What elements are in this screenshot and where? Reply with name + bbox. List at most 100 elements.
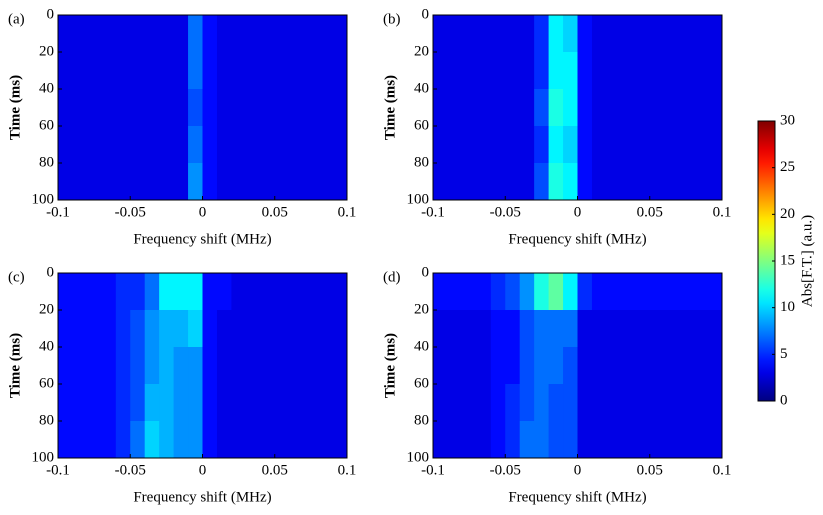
heatmap-cell	[635, 273, 651, 311]
heatmap-cell	[548, 89, 564, 127]
heatmap-cell	[332, 163, 348, 201]
x-tick-label: -0.1	[46, 462, 70, 478]
heatmap-cell	[649, 310, 665, 348]
heatmap-cell	[202, 347, 218, 385]
heatmap-cell	[635, 347, 651, 385]
x-tick-label: 0	[199, 204, 207, 220]
heatmap-cell	[707, 421, 723, 459]
y-tick-label: 0	[47, 6, 55, 22]
heatmap-cell	[577, 163, 593, 201]
heatmap-cell	[707, 273, 723, 311]
heatmap-cell	[635, 310, 651, 348]
heatmap-cell	[274, 126, 290, 164]
heatmap-cell	[693, 89, 709, 127]
heatmap-cell	[693, 310, 709, 348]
heatmap-cell	[476, 15, 492, 53]
heatmap-cell	[490, 163, 506, 201]
heatmap-cell	[664, 52, 680, 90]
heatmap-cell	[86, 347, 102, 385]
heatmap-cell	[519, 384, 535, 422]
heatmap-cell	[130, 347, 146, 385]
heatmap-cell	[548, 163, 564, 201]
heatmap-cell	[664, 273, 680, 311]
heatmap-cell	[216, 310, 232, 348]
heatmap-cell	[245, 163, 261, 201]
heatmap-cell	[664, 347, 680, 385]
heatmap-cell	[563, 273, 578, 311]
x-tick-label: 0.1	[713, 204, 732, 220]
colorbar-label: Abs[F.T.] (a.u.)	[799, 215, 815, 307]
heatmap-cell	[678, 52, 694, 90]
heatmap-cell	[476, 52, 492, 90]
heatmap-cell	[505, 52, 521, 90]
heatmap-cell	[707, 126, 723, 164]
heatmap-cell	[115, 89, 131, 127]
heatmap-cell	[664, 384, 680, 422]
heatmap-cell	[58, 15, 73, 53]
heatmap-cell	[202, 126, 218, 164]
heatmap-cell	[101, 384, 117, 422]
heatmap-cell	[664, 89, 680, 127]
heatmap-cell	[173, 52, 189, 90]
heatmap-cell	[620, 52, 636, 90]
heatmap-cell	[649, 421, 665, 459]
heatmap-cell	[303, 421, 319, 459]
heatmap-cell	[130, 273, 146, 311]
heatmap-cell	[86, 163, 102, 201]
heatmap-cell	[130, 310, 146, 348]
heatmap-cell	[202, 384, 218, 422]
colorbar-tick-label: 15	[780, 252, 795, 268]
heatmap-cell	[606, 384, 622, 422]
heatmap-cell	[159, 273, 175, 311]
heatmap-cell	[86, 384, 102, 422]
heatmap-cell	[231, 89, 247, 127]
heatmap-cell	[635, 126, 651, 164]
heatmap-cell	[115, 310, 131, 348]
heatmap-cell	[490, 347, 506, 385]
x-tick-label: -0.1	[421, 204, 445, 220]
heatmap-cell	[303, 310, 319, 348]
heatmap-cell	[130, 384, 146, 422]
heatmap-cell	[173, 384, 189, 422]
heatmap-cell	[433, 89, 448, 127]
heatmap-cell	[260, 163, 276, 201]
heatmap-cell	[130, 163, 146, 201]
heatmap-cell	[476, 347, 492, 385]
heatmap-cell	[707, 52, 723, 90]
heatmap-cell	[534, 15, 550, 53]
heatmap-cell	[563, 347, 578, 385]
heatmap-cell	[245, 89, 261, 127]
x-tick-label: -0.1	[46, 204, 70, 220]
heatmap-cell	[476, 126, 492, 164]
heatmap-cell	[245, 52, 261, 90]
heatmap-cell	[591, 52, 607, 90]
heatmap-cell	[693, 15, 709, 53]
heatmap-cell	[620, 15, 636, 53]
heatmap-cell	[505, 126, 521, 164]
heatmap-cell	[490, 89, 506, 127]
x-tick-label: 0	[574, 204, 582, 220]
heatmap-cell	[519, 273, 535, 311]
heatmap-cell	[188, 310, 203, 348]
heatmap-cell	[274, 163, 290, 201]
heatmap-cell	[649, 126, 665, 164]
heatmap-cell	[260, 310, 276, 348]
y-tick-label: 40	[39, 338, 54, 354]
heatmap-cell	[649, 52, 665, 90]
heatmap-cell	[173, 15, 189, 53]
heatmap-cell	[72, 89, 88, 127]
heatmap-cell	[433, 273, 448, 311]
x-tick-label: 0.05	[637, 204, 663, 220]
heatmap-cell	[72, 310, 88, 348]
heatmap-cell	[216, 126, 232, 164]
heatmap-cell	[202, 421, 218, 459]
heatmap-cell	[519, 15, 535, 53]
heatmap-cell	[505, 15, 521, 53]
heatmap-cell	[86, 15, 102, 53]
heatmap-cell	[159, 384, 175, 422]
heatmap-cell	[505, 421, 521, 459]
heatmap-cell	[231, 52, 247, 90]
y-axis-label: Time (ms)	[382, 75, 398, 140]
x-tick-label: -0.1	[421, 462, 445, 478]
